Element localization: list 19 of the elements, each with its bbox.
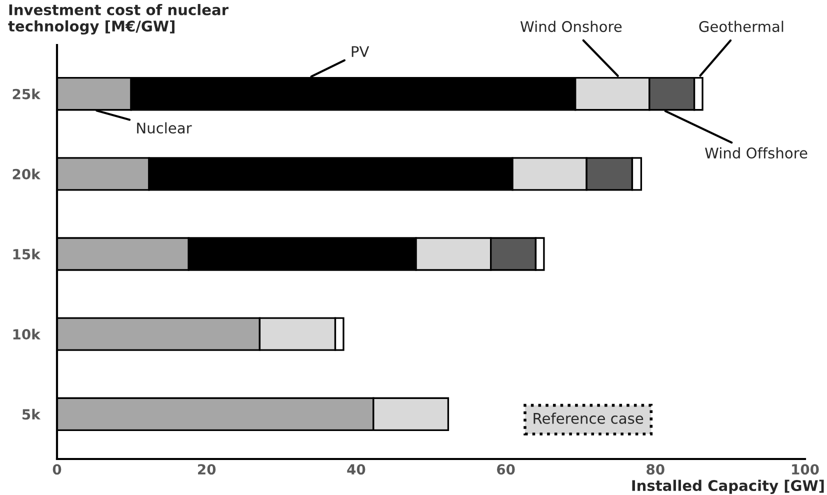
text: Wind Onshore	[520, 20, 622, 32]
y-axis-title: Investment cost of nuclear technology [M€/GW]	[8, 4, 228, 35]
legend-label: Wind Offshore	[705, 147, 808, 159]
x-tick-label: 40	[347, 464, 366, 475]
series-label: PV	[352, 46, 370, 57]
annotation: Reference case	[534, 412, 644, 424]
y-tick-label: 15k	[13, 248, 41, 260]
text: Geothermal	[699, 20, 784, 32]
x-tick-label: 60	[497, 464, 515, 475]
x-tick-label: 0	[52, 464, 62, 475]
y-tick-label: 5k	[22, 408, 41, 420]
y-tick-label: 10k	[13, 328, 41, 340]
x-tick-label: 100	[792, 464, 819, 475]
x-tick-label: 20	[198, 464, 216, 475]
x-tick-label: 80	[646, 464, 664, 475]
x-axis-title: Installed Capacity [GW]	[632, 480, 824, 494]
y-tick-label: 25k	[12, 88, 41, 100]
y-tick-label: 20k	[12, 168, 41, 180]
series-label: Nuclear	[137, 122, 192, 134]
